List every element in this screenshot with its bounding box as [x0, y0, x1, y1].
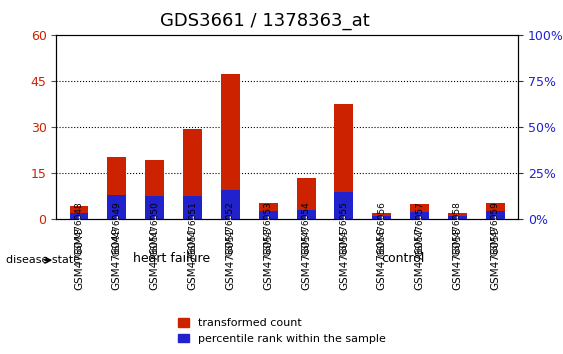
Legend: transformed count, percentile rank within the sample: transformed count, percentile rank withi… — [173, 314, 390, 348]
Text: GSM476055: GSM476055 — [339, 201, 348, 256]
Text: GSM476050: GSM476050 — [150, 201, 159, 256]
Bar — [259, 202, 278, 219]
Text: GSM476056: GSM476056 — [377, 201, 386, 256]
Text: GDS3661 / 1378363_at: GDS3661 / 1378363_at — [160, 12, 369, 30]
Bar — [145, 160, 164, 219]
Bar — [448, 213, 467, 219]
Bar — [372, 216, 391, 219]
Text: GSM476057: GSM476057 — [415, 201, 424, 256]
Bar — [486, 211, 504, 219]
Text: control: control — [381, 252, 425, 265]
Bar — [334, 192, 354, 219]
Text: GSM476053: GSM476053 — [263, 201, 272, 256]
Bar — [297, 210, 315, 219]
Bar — [221, 190, 240, 219]
Text: GSM476059: GSM476059 — [491, 201, 500, 256]
Bar — [334, 104, 354, 219]
Text: GSM476051: GSM476051 — [188, 201, 197, 256]
Bar — [70, 206, 88, 219]
Text: GSM476058: GSM476058 — [453, 201, 462, 256]
Text: heart failure: heart failure — [133, 252, 210, 265]
Bar — [221, 74, 240, 219]
Bar — [486, 202, 504, 219]
Bar — [183, 129, 202, 219]
Bar — [145, 195, 164, 219]
Text: GSM476052: GSM476052 — [226, 201, 235, 256]
Bar — [108, 195, 126, 219]
Bar — [297, 178, 315, 219]
Bar — [410, 204, 429, 219]
Text: GSM476048: GSM476048 — [74, 201, 83, 256]
Bar — [372, 213, 391, 219]
Bar — [108, 156, 126, 219]
Text: disease state: disease state — [6, 255, 80, 265]
Bar — [410, 212, 429, 219]
Text: GSM476049: GSM476049 — [113, 201, 122, 256]
Bar — [448, 216, 467, 219]
Bar — [259, 211, 278, 219]
Bar — [70, 213, 88, 219]
Text: GSM476054: GSM476054 — [302, 201, 311, 256]
Bar — [183, 195, 202, 219]
